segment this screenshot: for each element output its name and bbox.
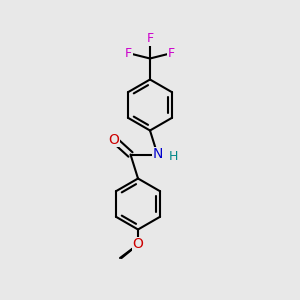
Text: O: O — [109, 133, 119, 146]
Text: F: F — [146, 32, 154, 46]
Text: F: F — [125, 46, 132, 60]
Text: N: N — [152, 148, 163, 161]
Text: H: H — [168, 150, 178, 164]
Text: O: O — [133, 238, 143, 251]
Text: F: F — [168, 46, 175, 60]
